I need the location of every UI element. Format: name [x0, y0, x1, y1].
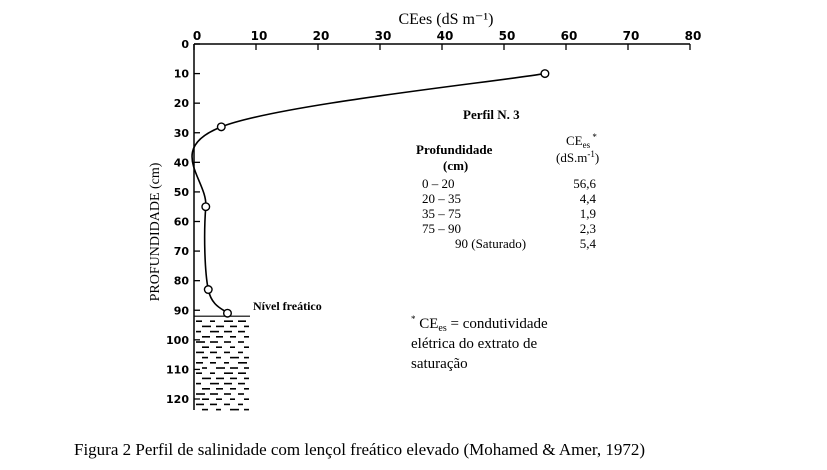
table-cell-depth: 75 – 90: [422, 221, 461, 236]
series-points: [201, 69, 550, 318]
x-tick-label: 20: [313, 29, 330, 43]
x-tick-label: 10: [251, 29, 268, 43]
y-tick-label: 60: [174, 216, 190, 229]
y-axis-title: PROFUNDIDADE (cm): [148, 162, 163, 301]
footnote-line-3: saturação: [411, 356, 468, 372]
data-point: [203, 285, 213, 295]
x-tick-label: 40: [437, 29, 454, 43]
y-tick-label: 30: [174, 127, 190, 140]
x-tick-label: 80: [685, 29, 702, 43]
figure-caption: Figura 2 Perfil de salinidade com lençol…: [74, 440, 645, 459]
x-tick-label: 70: [623, 29, 640, 43]
table-cell-ce: 1,9: [580, 206, 596, 221]
table-cell-depth: 20 – 35: [422, 191, 461, 206]
y-ticks: 0 10 20 30 40 50 60 70 80 90 100 110 120: [166, 38, 200, 406]
y-tick-label: 110: [166, 363, 189, 376]
table-cell-ce: 56,6: [573, 176, 596, 191]
table-cell-depth: 35 – 75: [422, 206, 461, 221]
table-cell-ce: 4,4: [580, 191, 597, 206]
water-table-hatching: [194, 315, 250, 411]
x-axis-title: CEes (dS m⁻¹): [398, 11, 493, 28]
table-header-ce-unit: (dS.m-1): [556, 149, 599, 165]
x-tick-label: 60: [561, 29, 578, 43]
y-tick-label: 80: [174, 275, 190, 288]
x-tick-label: 0: [193, 29, 201, 43]
x-tick-label: 30: [375, 29, 392, 43]
table-header-depth: Profundidade: [416, 142, 493, 157]
y-tick-label: 10: [174, 68, 190, 81]
table-cell-ce: 5,4: [580, 236, 597, 251]
table-header-ce: CEes *: [566, 132, 597, 150]
y-tick-label: 40: [174, 156, 190, 169]
chart-title: Perfil N. 3: [463, 107, 520, 122]
x-tick-label: 50: [499, 29, 516, 43]
y-tick-label: 70: [174, 245, 190, 258]
y-tick-label: 120: [166, 393, 189, 406]
data-point: [216, 122, 226, 132]
table-cell-depth: 90 (Saturado): [455, 236, 526, 251]
data-point: [540, 69, 550, 79]
footnote-line-1: * CEes = condutividade: [411, 314, 548, 334]
table-cell-ce: 2,3: [580, 221, 596, 236]
water-table-label: Nível freático: [253, 299, 322, 313]
y-tick-label: 0: [181, 38, 189, 51]
table-cell-depth: 0 – 20: [422, 176, 455, 191]
y-tick-label: 50: [174, 186, 190, 199]
y-tick-label: 90: [174, 304, 190, 317]
y-tick-label: 100: [166, 334, 189, 347]
table-rows: 0 – 20 56,6 20 – 35 4,4 35 – 75 1,9 75 – 90 2,3…: [422, 176, 597, 251]
x-ticks: 0 10 20 30 40 50 60 70 80: [193, 29, 702, 50]
data-point: [222, 308, 232, 318]
y-tick-label: 20: [174, 97, 190, 110]
table-header-depth-unit: (cm): [443, 158, 468, 173]
data-point: [201, 202, 211, 212]
footnote-line-2: elétrica do extrato de: [411, 336, 538, 352]
